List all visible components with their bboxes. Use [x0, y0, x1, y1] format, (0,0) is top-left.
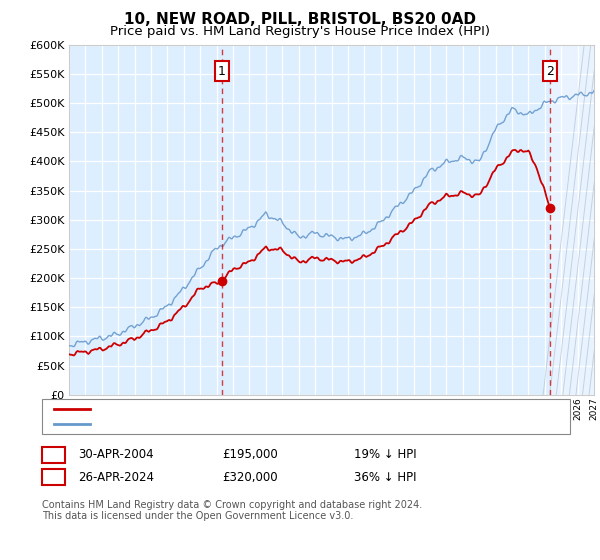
Text: Contains HM Land Registry data © Crown copyright and database right 2024.
This d: Contains HM Land Registry data © Crown c… — [42, 500, 422, 521]
Text: 1: 1 — [218, 64, 226, 77]
Text: 2: 2 — [50, 470, 57, 484]
Text: 36% ↓ HPI: 36% ↓ HPI — [354, 470, 416, 484]
Text: 10, NEW ROAD, PILL, BRISTOL, BS20 0AD: 10, NEW ROAD, PILL, BRISTOL, BS20 0AD — [124, 12, 476, 27]
Text: HPI: Average price, detached house, North Somerset: HPI: Average price, detached house, Nort… — [96, 419, 371, 430]
Text: 10, NEW ROAD, PILL, BRISTOL, BS20 0AD (detached house): 10, NEW ROAD, PILL, BRISTOL, BS20 0AD (d… — [96, 404, 405, 414]
Text: £195,000: £195,000 — [222, 448, 278, 461]
Text: 2: 2 — [546, 64, 554, 77]
Text: 1: 1 — [50, 448, 57, 461]
Text: 30-APR-2004: 30-APR-2004 — [78, 448, 154, 461]
Text: 19% ↓ HPI: 19% ↓ HPI — [354, 448, 416, 461]
Text: £320,000: £320,000 — [222, 470, 278, 484]
Text: 26-APR-2024: 26-APR-2024 — [78, 470, 154, 484]
Text: Price paid vs. HM Land Registry's House Price Index (HPI): Price paid vs. HM Land Registry's House … — [110, 25, 490, 38]
